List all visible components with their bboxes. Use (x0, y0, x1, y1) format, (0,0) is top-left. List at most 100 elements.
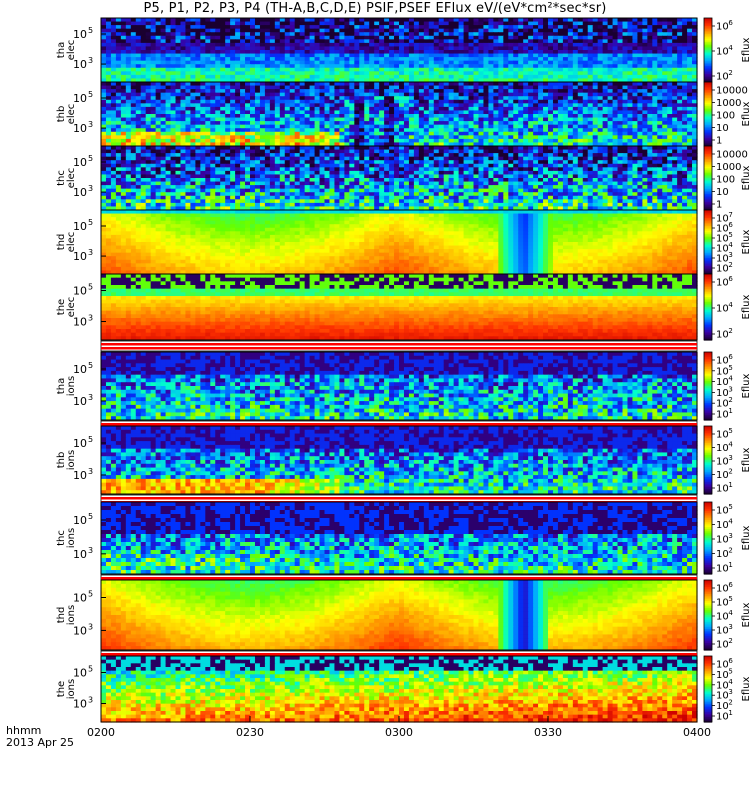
heatmap-cell (404, 43, 410, 47)
heatmap-cell (424, 107, 430, 111)
heatmap-cell (161, 18, 167, 22)
heatmap-cell (498, 121, 504, 125)
heatmap-cell (116, 43, 122, 47)
heatmap-cell (190, 36, 196, 40)
heatmap-cell (593, 82, 599, 86)
heatmap-cell (339, 29, 345, 33)
heatmap-cell (389, 32, 395, 36)
heatmap-cell (488, 50, 494, 54)
heatmap-cell (250, 82, 256, 86)
heatmap-cell (215, 46, 221, 50)
heatmap-cell (250, 86, 256, 90)
heatmap-cell (498, 118, 504, 122)
heatmap-cell (647, 89, 653, 93)
heatmap-cell (270, 25, 276, 29)
heatmap-cell (329, 22, 335, 26)
heatmap-cell (593, 68, 599, 72)
heatmap-cell (493, 89, 499, 93)
heatmap-cell (215, 32, 221, 36)
heatmap-cell (563, 39, 569, 43)
heatmap-cell (320, 93, 326, 97)
heatmap-cell (185, 89, 191, 93)
heatmap-cell (613, 36, 619, 40)
heatmap-cell (116, 25, 122, 29)
heatmap-cell (642, 43, 648, 47)
heatmap-cell (195, 96, 201, 100)
heatmap-cell (315, 121, 321, 125)
heatmap-cell (419, 89, 425, 93)
heatmap-cell (488, 22, 494, 26)
heatmap-cell (285, 64, 291, 68)
heatmap-cell (618, 43, 624, 47)
heatmap-cell (687, 71, 693, 75)
heatmap-cell (652, 25, 658, 29)
heatmap-cell (359, 89, 365, 93)
heatmap-cell (488, 64, 494, 68)
heatmap-cell (623, 36, 629, 40)
heatmap-cell (578, 118, 584, 122)
heatmap-cell (464, 110, 470, 114)
heatmap-cell (474, 54, 480, 58)
heatmap-cell (682, 100, 688, 104)
heatmap-cell (647, 118, 653, 122)
heatmap-cell (131, 110, 137, 114)
heatmap-cell (434, 25, 440, 29)
heatmap-thb-elec (101, 82, 698, 147)
heatmap-cell (652, 43, 658, 47)
heatmap-cell (469, 89, 475, 93)
heatmap-cell (523, 114, 529, 118)
heatmap-cell (429, 25, 435, 29)
heatmap-cell (146, 36, 152, 40)
heatmap-cell (687, 50, 693, 54)
heatmap-cell (374, 61, 380, 65)
heatmap-cell (409, 39, 415, 43)
heatmap-cell (508, 61, 514, 65)
heatmap-cell (275, 22, 281, 26)
heatmap-cell (310, 54, 316, 58)
heatmap-cell (235, 89, 241, 93)
heatmap-cell (121, 82, 127, 86)
heatmap-cell (325, 93, 331, 97)
heatmap-cell (141, 64, 147, 68)
heatmap-cell (374, 82, 380, 86)
heatmap-cell (528, 39, 534, 43)
heatmap-cell (647, 46, 653, 50)
heatmap-cell (106, 103, 112, 107)
heatmap-cell (126, 75, 132, 79)
heatmap-cell (687, 93, 693, 97)
heatmap-cell (260, 39, 266, 43)
heatmap-cell (449, 118, 455, 122)
heatmap-cell (215, 18, 221, 22)
heatmap-cell (637, 25, 643, 29)
heatmap-cell (623, 107, 629, 111)
heatmap-cell (126, 93, 132, 97)
heatmap-cell (106, 121, 112, 125)
heatmap-cell (488, 103, 494, 107)
heatmap-cell (528, 82, 534, 86)
heatmap-cell (210, 75, 216, 79)
heatmap-cell (682, 103, 688, 107)
heatmap-cell (642, 82, 648, 86)
heatmap-cell (359, 118, 365, 122)
heatmap-cell (677, 114, 683, 118)
heatmap-cell (171, 39, 177, 43)
heatmap-cell (573, 82, 579, 86)
heatmap-cell (687, 32, 693, 36)
heatmap-cell (320, 46, 326, 50)
heatmap-cell (325, 36, 331, 40)
heatmap-cell (101, 71, 107, 75)
heatmap-cell (404, 54, 410, 58)
heatmap-cell (513, 96, 519, 100)
heatmap-cell (245, 64, 251, 68)
heatmap-cell (141, 32, 147, 36)
heatmap-cell (106, 100, 112, 104)
heatmap-cell (563, 32, 569, 36)
heatmap-cell (667, 96, 673, 100)
heatmap-cell (101, 107, 107, 111)
heatmap-cell (101, 57, 107, 61)
heatmap-cell (275, 64, 281, 68)
heatmap-cell (538, 61, 544, 65)
heatmap-cell (349, 121, 355, 125)
heatmap-cell (647, 25, 653, 29)
heatmap-cell (523, 18, 529, 22)
